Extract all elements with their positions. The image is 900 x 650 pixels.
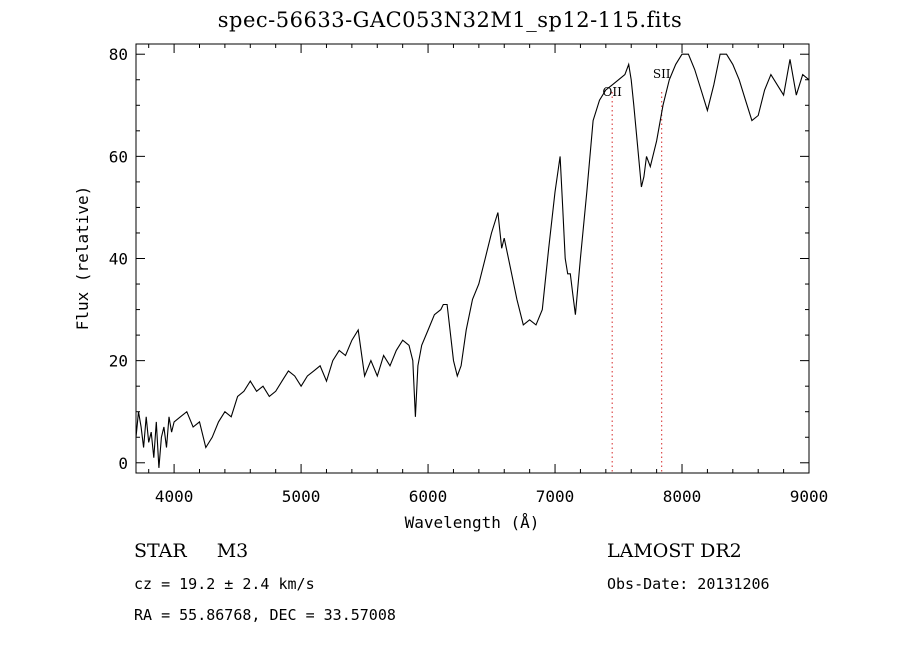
- x-tick-label: 4000: [155, 487, 194, 506]
- y-tick-label: 40: [109, 250, 128, 269]
- y-tick-label: 0: [118, 454, 128, 473]
- x-axis-label: Wavelength (Å): [405, 513, 540, 532]
- y-tick-label: 20: [109, 352, 128, 371]
- line-marker-label: SII: [653, 67, 671, 81]
- coordinates-text: RA = 55.86768, DEC = 33.57008: [134, 606, 396, 624]
- obs-date-text: Obs-Date: 20131206: [607, 575, 770, 593]
- spectrum-series-line: [135, 53, 810, 468]
- x-tick-label: 5000: [282, 487, 321, 506]
- cz-text: cz = 19.2 ± 2.4 km/s: [134, 575, 315, 593]
- x-tick-label: 6000: [409, 487, 448, 506]
- y-tick-label: 60: [109, 147, 128, 166]
- x-tick-label: 8000: [663, 487, 702, 506]
- line-marker-label: OII: [603, 85, 623, 99]
- x-tick-label: 7000: [536, 487, 575, 506]
- line-markers: OII SII: [603, 67, 671, 473]
- x-tick-label: 9000: [790, 487, 829, 506]
- y-tick-label: 80: [109, 45, 128, 64]
- y-axis-label: Flux (relative): [73, 186, 92, 331]
- spectral-class-line: STAR M3: [134, 540, 248, 562]
- subclass-text: M3: [216, 540, 249, 562]
- axes: 4000 5000 6000 7000 8000 9000 0 20 40 60 80: [109, 44, 829, 506]
- chart-title: spec-56633-GAC053N32M1_sp12-115.fits: [217, 8, 683, 32]
- class-text: STAR: [134, 540, 187, 562]
- survey-text: LAMOST DR2: [607, 540, 742, 562]
